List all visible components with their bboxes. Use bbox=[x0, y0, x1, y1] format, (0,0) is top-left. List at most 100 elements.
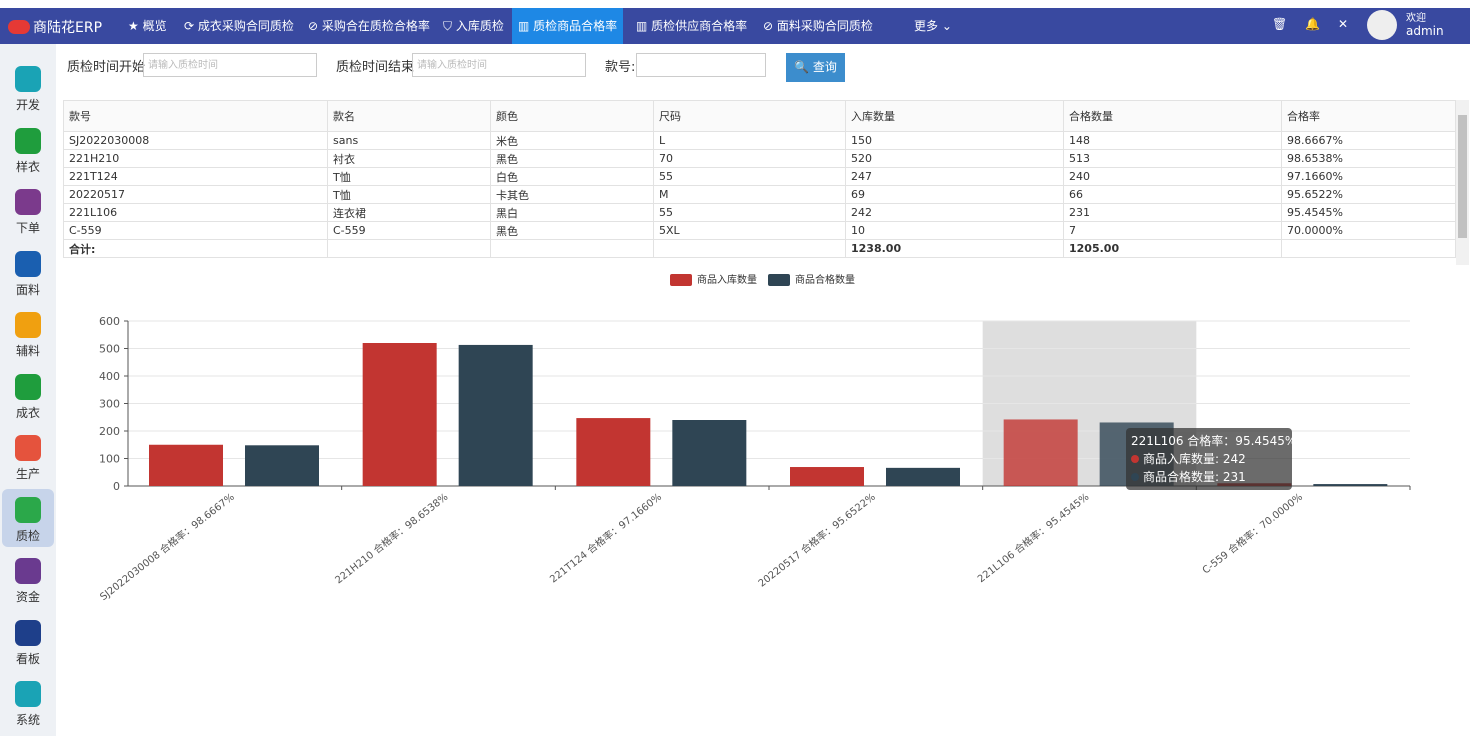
tooltip bbox=[1126, 428, 1292, 490]
sidebar-icon bbox=[15, 189, 41, 215]
nav-text: 概览 bbox=[142, 19, 167, 33]
sidebar-label: 下单 bbox=[15, 221, 40, 235]
sidebar-item[interactable]: 系统 bbox=[2, 673, 54, 731]
user-info[interactable]: 欢迎 admin bbox=[1406, 12, 1444, 38]
cell: SJ2022030008 bbox=[63, 131, 328, 150]
bar bbox=[149, 444, 223, 486]
nav-item[interactable]: ▥ 质检供应商合格率 bbox=[636, 19, 748, 33]
more-text: 更多 bbox=[914, 19, 939, 33]
sidebar-item[interactable]: 成衣 bbox=[2, 366, 54, 424]
bar bbox=[790, 467, 864, 486]
cell: 7 bbox=[1063, 221, 1282, 240]
cell: 卡其色 bbox=[490, 185, 654, 204]
sidebar-icon bbox=[15, 373, 41, 400]
cell: 69 bbox=[845, 185, 1064, 204]
y-tick-label: 100 bbox=[99, 453, 120, 466]
sidebar-item[interactable]: 资金 bbox=[2, 550, 54, 608]
nav-item[interactable]: ⊘ 面料采购合同质检 bbox=[763, 19, 873, 33]
start-input[interactable]: 请输入质检时间 bbox=[143, 53, 317, 77]
logo-text: 商陆花ERP bbox=[33, 20, 103, 36]
button-text: 查询 bbox=[812, 60, 837, 74]
welcome: 欢迎 bbox=[1406, 13, 1426, 24]
cell: 70.0000% bbox=[1281, 221, 1456, 240]
sidebar-item[interactable]: 辅料 bbox=[2, 304, 54, 362]
code-input[interactable] bbox=[636, 53, 766, 77]
sidebar-item[interactable]: 生产 bbox=[2, 427, 54, 485]
table-row[interactable]: 20220517 T恤 卡其色 M 69 66 95.6522% bbox=[63, 185, 1456, 204]
cell: 70 bbox=[653, 149, 846, 168]
nav-text: 质检商品合格率 bbox=[533, 19, 618, 33]
total-cell bbox=[490, 239, 654, 258]
sidebar-item[interactable]: 质检 bbox=[2, 488, 54, 547]
y-tick-label: 500 bbox=[99, 343, 120, 356]
cell: 黑白 bbox=[490, 203, 654, 222]
sidebar-label: 面料 bbox=[15, 282, 40, 297]
header-icon[interactable]: ✕ bbox=[1338, 17, 1349, 31]
tooltip-dot bbox=[1131, 455, 1139, 463]
cell: 240 bbox=[1063, 167, 1282, 186]
y-tick-label: 300 bbox=[99, 398, 120, 411]
y-tick-label: 600 bbox=[99, 315, 120, 328]
nav-item[interactable]: ⟳ 成衣采购合同质检 bbox=[184, 19, 294, 33]
nav-item[interactable]: ▥ 质检商品合格率 bbox=[512, 8, 624, 44]
tooltip-title: 221L106 合格率：95.4545% bbox=[1131, 433, 1296, 448]
y-tick-label: 0 bbox=[113, 480, 120, 493]
cell: 95.6522% bbox=[1281, 185, 1456, 204]
nav-text: 成衣采购合同质检 bbox=[197, 19, 294, 33]
header-cell: 款名 bbox=[327, 100, 491, 132]
filter-label: 质检时间开始 bbox=[67, 60, 146, 75]
legend-label: 商品合格数量 bbox=[795, 273, 855, 286]
end-input[interactable]: 请输入质检时间 bbox=[412, 53, 586, 77]
sidebar-label: 辅料 bbox=[15, 344, 40, 358]
bar bbox=[576, 418, 651, 486]
cell: 黑色 bbox=[490, 149, 654, 168]
nav-item[interactable]: ⊘ 采购合在质检合格率 bbox=[308, 19, 430, 33]
cell: 221L106 bbox=[63, 203, 328, 222]
cell: 20220517 bbox=[63, 185, 328, 204]
sidebar-icon bbox=[15, 250, 41, 277]
sidebar-item[interactable]: 下单 bbox=[2, 181, 54, 239]
cell: 66 bbox=[1063, 185, 1282, 204]
cell: 55 bbox=[653, 203, 846, 222]
table-row[interactable]: 221H210 衬衣 黑色 70 520 513 98.6538% bbox=[63, 149, 1456, 168]
filter-label: 款号: bbox=[605, 60, 636, 75]
query-button[interactable]: 🔍 查询 bbox=[786, 53, 845, 82]
header-cell: 款号 bbox=[63, 100, 328, 132]
cell: 5XL bbox=[653, 221, 846, 240]
avatar[interactable] bbox=[1367, 10, 1397, 40]
sidebar-label: 开发 bbox=[15, 98, 40, 112]
bar bbox=[1217, 483, 1292, 486]
cell: 米色 bbox=[490, 131, 654, 150]
nav-item[interactable]: ★ 概览 bbox=[128, 19, 167, 33]
more-menu[interactable]: 更多 ⌄ bbox=[914, 19, 952, 33]
cell: 白色 bbox=[490, 167, 654, 186]
x-tick-label: SJ2022030008 合格率：98.6667% bbox=[97, 490, 237, 603]
bar bbox=[245, 445, 319, 486]
y-tick-label: 400 bbox=[99, 370, 120, 383]
logo[interactable]: 商陆花ERP bbox=[8, 17, 102, 37]
bar bbox=[886, 467, 960, 486]
header-icon[interactable]: 🔔 bbox=[1305, 17, 1320, 31]
table-row[interactable]: C-559 C-559 黑色 5XL 10 7 70.0000% bbox=[63, 221, 1456, 240]
sidebar-item[interactable]: 开发 bbox=[2, 58, 54, 116]
table-row[interactable]: 221L106 连衣裙 黑白 55 242 231 95.4545% bbox=[63, 203, 1456, 222]
cell: 520 bbox=[845, 149, 1064, 168]
nav-item[interactable]: ⛉ 入库质检 bbox=[443, 19, 504, 33]
sidebar-item[interactable]: 面料 bbox=[2, 243, 54, 301]
table-row[interactable]: SJ2022030008 sans 米色 L 150 148 98.6667% bbox=[63, 131, 1456, 150]
sidebar-label: 样衣 bbox=[15, 159, 40, 174]
legend-swatch bbox=[768, 274, 790, 286]
sidebar-item[interactable]: 样衣 bbox=[2, 120, 54, 178]
scrollbar[interactable] bbox=[1456, 100, 1469, 265]
cell: 221H210 bbox=[63, 149, 328, 168]
cell: 247 bbox=[845, 167, 1064, 186]
bar bbox=[1003, 419, 1078, 486]
sidebar-item[interactable]: 看板 bbox=[2, 612, 54, 670]
cell: 连衣裙 bbox=[327, 203, 491, 222]
table-row[interactable]: 221T124 T恤 白色 55 247 240 97.1660% bbox=[63, 167, 1456, 186]
header-icon[interactable]: 🗑 bbox=[1272, 17, 1288, 31]
y-tick-label: 200 bbox=[99, 425, 120, 438]
cell: 55 bbox=[653, 167, 846, 186]
sidebar-label: 看板 bbox=[15, 651, 40, 666]
